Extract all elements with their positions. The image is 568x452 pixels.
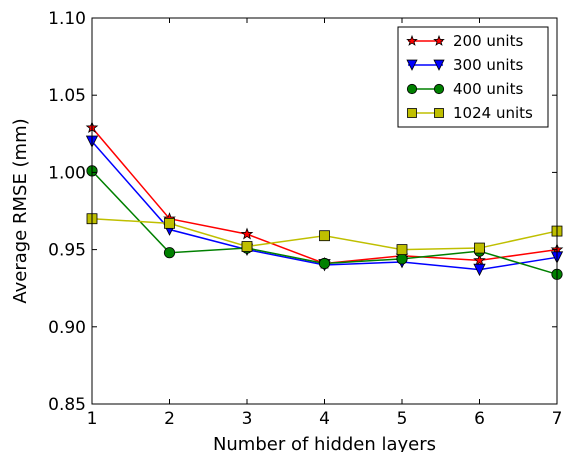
data-point-circle	[433, 83, 445, 95]
series-3	[86, 213, 563, 256]
data-point-star	[406, 34, 418, 46]
x-tick-label: 2	[164, 409, 175, 429]
legend-entry: 400 units	[406, 80, 523, 98]
legend-entry: 200 units	[406, 32, 523, 50]
y-axis-label: Average RMSE (mm)	[10, 118, 31, 303]
y-tick-label: 1.10	[48, 9, 86, 29]
x-tick-label: 4	[319, 409, 330, 429]
legend-entry: 1024 units	[407, 104, 533, 122]
data-point-square	[241, 241, 253, 252]
data-point-triangle	[406, 59, 418, 71]
axis-ticks: 1 2 3 4 5 6 7 0.85 0.90 0.95 1.00 1.05 1.10	[48, 9, 562, 429]
y-tick-label: 1.05	[48, 86, 86, 106]
data-point-star	[240, 227, 254, 240]
y-tick-label: 0.90	[48, 318, 86, 338]
y-tick-label: 0.85	[48, 395, 86, 415]
data-point-circle	[163, 247, 176, 259]
data-point-star	[473, 253, 486, 266]
series-layer	[85, 120, 564, 280]
data-point-square	[396, 244, 408, 256]
data-point-circle	[318, 257, 331, 270]
data-point-star	[433, 34, 445, 46]
data-point-square	[474, 242, 485, 254]
x-tick-label: 3	[242, 409, 253, 429]
y-tick-label: 0.95	[48, 241, 86, 261]
x-tick-label: 6	[474, 409, 485, 429]
legend-label: 1024 units	[453, 104, 533, 122]
legend-label: 300 units	[453, 56, 523, 74]
legend-label: 200 units	[453, 32, 523, 50]
data-point-square	[319, 230, 330, 242]
legend-box	[397, 26, 549, 128]
data-point-triangle	[473, 263, 486, 277]
x-tick-label: 5	[397, 409, 408, 429]
series-line	[91, 141, 558, 271]
x-tick-label: 7	[552, 409, 563, 429]
data-point-square	[434, 108, 444, 118]
data-point-triangle	[433, 59, 445, 71]
data-point-square	[164, 217, 175, 229]
data-point-circle	[406, 83, 418, 95]
data-point-square	[407, 108, 417, 118]
x-axis-label: Number of hidden layers	[213, 434, 436, 452]
legend: 200 units 300 units 400 units 1024 units	[397, 26, 549, 128]
series-line	[91, 127, 558, 265]
y-tick-label: 1.00	[48, 163, 86, 183]
legend-label: 400 units	[453, 80, 523, 98]
legend-entry: 300 units	[406, 56, 523, 74]
data-point-circle	[396, 253, 408, 265]
x-tick-label: 1	[87, 409, 98, 429]
